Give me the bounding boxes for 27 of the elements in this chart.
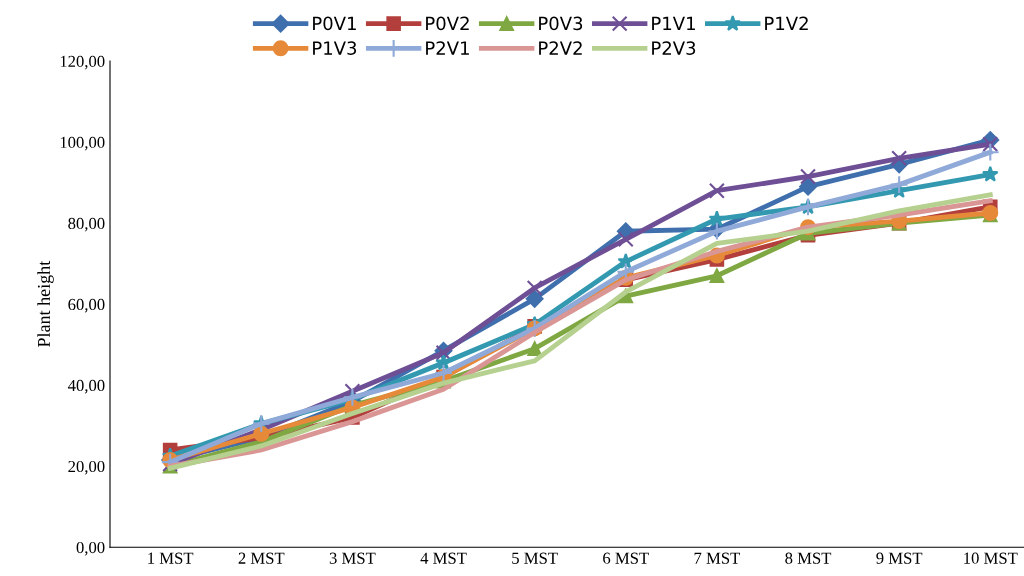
x-tick-label: 5 MST [512,552,558,564]
x-tick-label: 10 MST [964,552,1018,564]
legend-label: P1V1 [652,16,695,30]
y-axis-title: Plant height [37,260,54,347]
x-tick-label: 3 MST [329,552,376,564]
x-tick-label: 8 MST [785,552,832,564]
y-tick-label: 80,00 [68,217,105,232]
x-tick-label: 9 MST [876,552,923,564]
x-tick-label: 4 MST [420,552,467,564]
legend-label: P0V3 [539,16,583,31]
legend-label: P1V3 [313,41,357,55]
y-tick-label: 0,00 [76,541,105,556]
y-tick-label: 40,00 [67,379,105,394]
legend-label: P0V1 [313,16,356,31]
y-tick-label: 120,00 [60,55,105,70]
x-tick-label: 2 MST [238,552,285,564]
legend-label: P2V2 [539,41,582,55]
y-tick-label: 60,00 [68,298,105,313]
y-tick-label: 20,00 [68,460,105,475]
x-tick-label: 1 MST [148,552,194,564]
x-tick-label: 6 MST [603,552,649,564]
legend-label: P0V2 [426,16,469,31]
legend-label: P2V1 [426,41,469,55]
y-tick-label: 100,00 [60,136,105,151]
legend-label: P2V3 [652,41,696,55]
x-tick-label: 7 MST [694,552,741,564]
legend-label: P1V2 [765,16,808,30]
